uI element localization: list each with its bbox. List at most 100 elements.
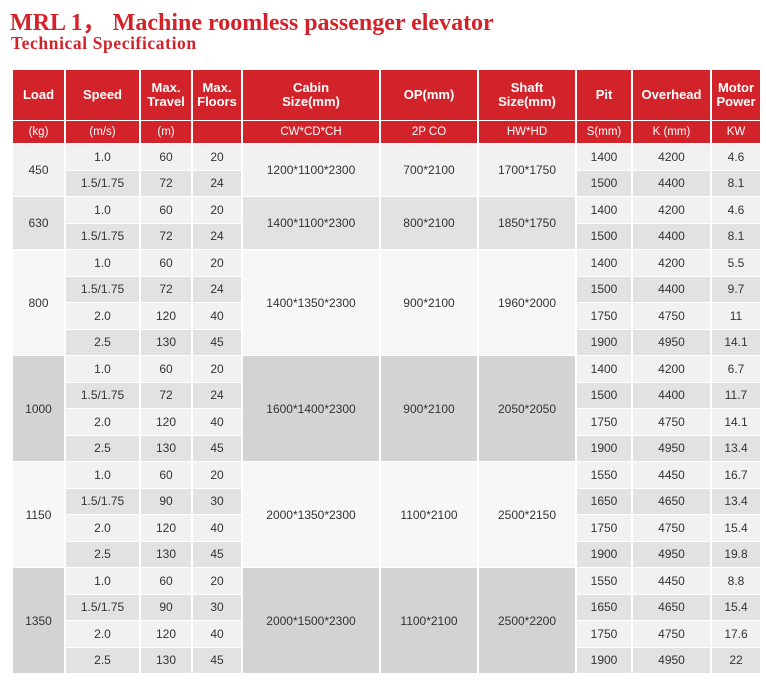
- power-cell: 8.1: [712, 170, 760, 196]
- pit-cell: 1550: [577, 462, 631, 488]
- power-cell: 9.7: [712, 276, 760, 302]
- pit-cell: 1900: [577, 647, 631, 673]
- shaft-cell: 1850*1750: [479, 197, 575, 249]
- travel-cell: 60: [141, 356, 191, 382]
- pit-cell: 1750: [577, 303, 631, 329]
- spec-table-body: 450 1.0 60 20 1200*1100*2300 700*2100 1700*175…: [13, 144, 760, 673]
- shaft-cell: 2500*2200: [479, 568, 575, 673]
- overhead-cell: 4650: [633, 594, 710, 620]
- speed-cell: 1.0: [66, 197, 139, 223]
- power-cell: 16.7: [712, 462, 760, 488]
- power-cell: 11.7: [712, 382, 760, 408]
- floors-cell: 24: [193, 276, 241, 302]
- overhead-cell: 4750: [633, 515, 710, 541]
- floors-cell: 30: [193, 488, 241, 514]
- speed-cell: 2.0: [66, 409, 139, 435]
- header-shaft-size: Shaft Size(mm): [479, 70, 575, 120]
- power-cell: 15.4: [712, 594, 760, 620]
- cabin-cell: 1200*1100*2300: [243, 144, 379, 196]
- unit-shaft: HW*HD: [479, 121, 575, 143]
- power-cell: 6.7: [712, 356, 760, 382]
- speed-cell: 1.0: [66, 568, 139, 594]
- table-row: 1.5/1.75 90 30 1650 4650 15.4: [13, 594, 760, 620]
- travel-cell: 120: [141, 621, 191, 647]
- overhead-cell: 4400: [633, 276, 710, 302]
- floors-cell: 20: [193, 250, 241, 276]
- load-cell: 1150: [13, 462, 64, 567]
- speed-cell: 1.0: [66, 356, 139, 382]
- power-cell: 14.1: [712, 329, 760, 355]
- table-row: 2.0 120 40 1750 4750 14.1: [13, 409, 760, 435]
- speed-cell: 1.5/1.75: [66, 276, 139, 302]
- overhead-cell: 4200: [633, 197, 710, 223]
- op-cell: 1100*2100: [381, 568, 477, 673]
- overhead-cell: 4450: [633, 568, 710, 594]
- power-cell: 14.1: [712, 409, 760, 435]
- header-max-floors: Max. Floors: [193, 70, 241, 120]
- unit-overhead: K (mm): [633, 121, 710, 143]
- table-row: 2.5 130 45 1900 4950 13.4: [13, 435, 760, 461]
- floors-cell: 24: [193, 382, 241, 408]
- table-row: 1150 1.0 60 20 2000*1350*2300 1100*2100 2500*2…: [13, 462, 760, 567]
- overhead-cell: 4750: [633, 303, 710, 329]
- speed-cell: 2.5: [66, 329, 139, 355]
- power-cell: 11: [712, 303, 760, 329]
- overhead-cell: 4950: [633, 541, 710, 567]
- pit-cell: 1500: [577, 223, 631, 249]
- speed-cell: 1.5/1.75: [66, 594, 139, 620]
- power-cell: 13.4: [712, 488, 760, 514]
- cabin-cell: 2000*1500*2300: [243, 568, 379, 673]
- power-cell: 8.8: [712, 568, 760, 594]
- table-row: 2.0 120 40 1750 4750 15.4: [13, 515, 760, 541]
- op-cell: 1100*2100: [381, 462, 477, 567]
- spec-table: Load Speed Max. Travel Max. Floors Cabin Si…: [11, 69, 762, 674]
- travel-cell: 60: [141, 462, 191, 488]
- floors-cell: 24: [193, 170, 241, 196]
- floors-cell: 20: [193, 568, 241, 594]
- travel-cell: 72: [141, 276, 191, 302]
- load-cell: 1000: [13, 356, 64, 461]
- travel-cell: 60: [141, 197, 191, 223]
- table-row: 450 1.0 60 20 1200*1100*2300 700*2100 1700*175…: [13, 144, 760, 196]
- header-pit: Pit: [577, 70, 631, 120]
- floors-cell: 20: [193, 144, 241, 170]
- table-row: 1.5/1.75 72 24 1500 4400 8.1: [13, 170, 760, 196]
- power-cell: 5.5: [712, 250, 760, 276]
- overhead-cell: 4750: [633, 621, 710, 647]
- floors-cell: 40: [193, 515, 241, 541]
- shaft-cell: 1700*1750: [479, 144, 575, 196]
- speed-cell: 1.0: [66, 462, 139, 488]
- overhead-cell: 4200: [633, 144, 710, 170]
- floors-cell: 20: [193, 462, 241, 488]
- floors-cell: 45: [193, 329, 241, 355]
- speed-cell: 1.5/1.75: [66, 170, 139, 196]
- travel-cell: 60: [141, 144, 191, 170]
- load-cell: 1350: [13, 568, 64, 673]
- table-row: 1350 1.0 60 20 2000*1500*2300 1100*2100 2500*2…: [13, 568, 760, 673]
- table-row: 630 1.0 60 20 1400*1100*2300 800*2100 1850*175…: [13, 197, 760, 249]
- power-cell: 8.1: [712, 223, 760, 249]
- pit-cell: 1500: [577, 170, 631, 196]
- cabin-cell: 1400*1350*2300: [243, 250, 379, 355]
- travel-cell: 90: [141, 488, 191, 514]
- floors-cell: 20: [193, 197, 241, 223]
- header-overhead: Overhead: [633, 70, 710, 120]
- overhead-cell: 4200: [633, 356, 710, 382]
- travel-cell: 72: [141, 382, 191, 408]
- pit-cell: 1550: [577, 568, 631, 594]
- floors-cell: 45: [193, 541, 241, 567]
- table-row: 1.5/1.75 72 24 1500 4400 11.7: [13, 382, 760, 408]
- overhead-cell: 4950: [633, 435, 710, 461]
- overhead-cell: 4450: [633, 462, 710, 488]
- pit-cell: 1900: [577, 541, 631, 567]
- overhead-cell: 4750: [633, 409, 710, 435]
- table-row: 1.5/1.75 72 24 1500 4400 9.7: [13, 276, 760, 302]
- table-row: 2.5 130 45 1900 4950 14.1: [13, 329, 760, 355]
- unit-cabin: CW*CD*CH: [243, 121, 379, 143]
- overhead-cell: 4400: [633, 223, 710, 249]
- speed-cell: 2.5: [66, 541, 139, 567]
- shaft-cell: 2500*2150: [479, 462, 575, 567]
- shaft-cell: 2050*2050: [479, 356, 575, 461]
- power-cell: 19.8: [712, 541, 760, 567]
- table-row: 1.5/1.75 72 24 1500 4400 8.1: [13, 223, 760, 249]
